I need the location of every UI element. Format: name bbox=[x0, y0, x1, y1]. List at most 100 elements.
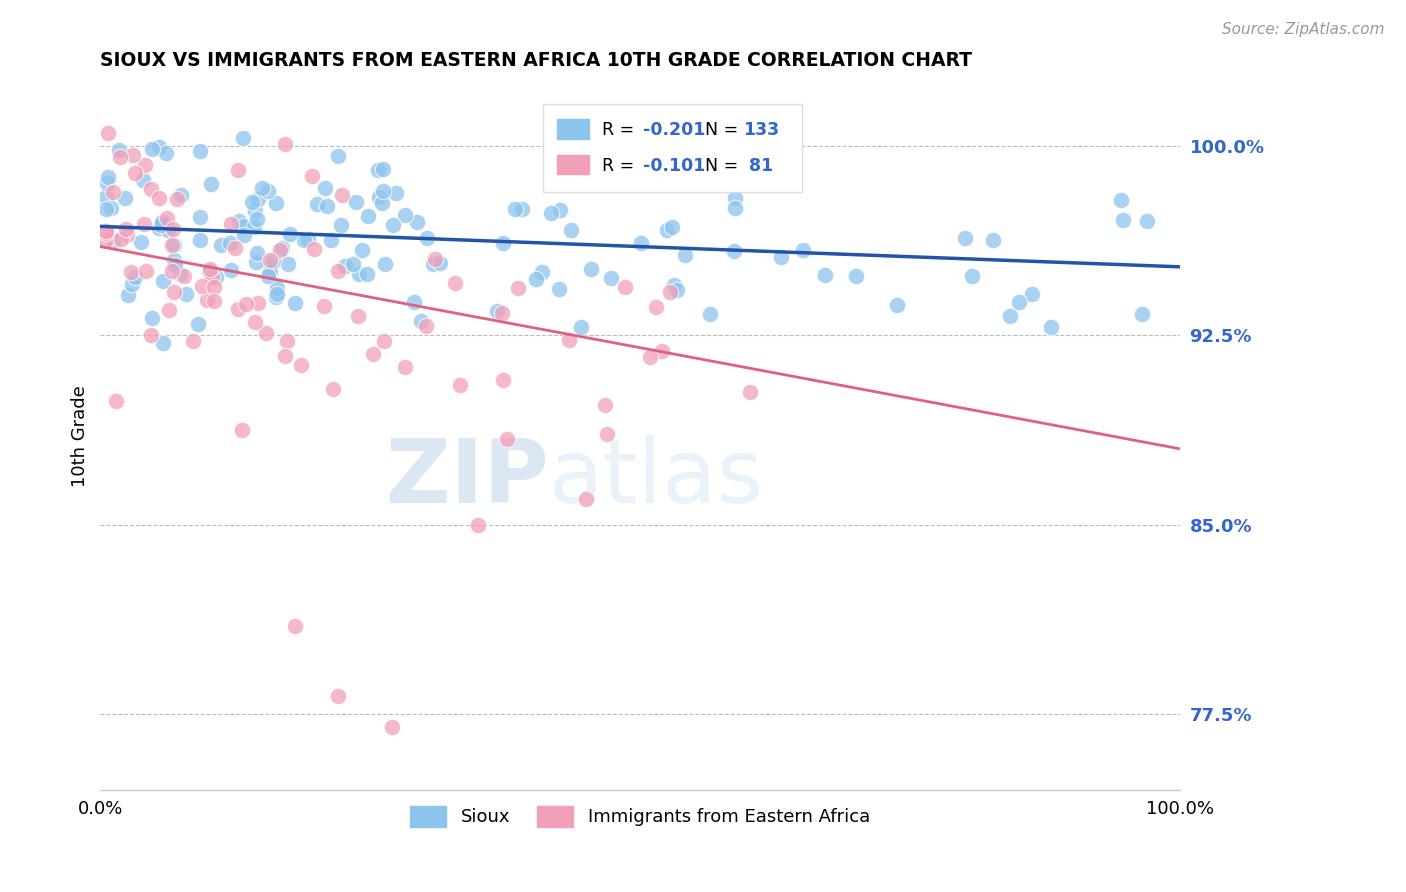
Point bbox=[657, 223, 679, 237]
Point bbox=[232, 130, 254, 145]
Point bbox=[503, 202, 526, 216]
Point bbox=[243, 204, 266, 219]
Point bbox=[328, 149, 350, 163]
Point bbox=[531, 264, 554, 278]
Point bbox=[259, 252, 281, 267]
Point bbox=[1111, 213, 1133, 227]
Point bbox=[132, 217, 155, 231]
Point bbox=[150, 215, 173, 229]
Point bbox=[264, 290, 287, 304]
Point bbox=[301, 169, 323, 183]
Point bbox=[188, 233, 211, 247]
Point bbox=[197, 293, 219, 307]
Point bbox=[94, 233, 117, 247]
Point bbox=[638, 350, 661, 364]
Point bbox=[276, 334, 298, 348]
Point bbox=[429, 256, 451, 270]
Point bbox=[443, 276, 465, 290]
Point bbox=[181, 334, 204, 348]
Point bbox=[246, 211, 269, 226]
Point bbox=[200, 177, 222, 191]
Point bbox=[981, 233, 1004, 247]
Point bbox=[322, 383, 344, 397]
Point bbox=[233, 227, 256, 242]
Text: Source: ZipAtlas.com: Source: ZipAtlas.com bbox=[1222, 22, 1385, 37]
Point bbox=[259, 265, 281, 279]
Point bbox=[160, 238, 183, 252]
Point bbox=[96, 177, 118, 191]
Text: 133: 133 bbox=[742, 121, 779, 139]
Point bbox=[960, 269, 983, 284]
Point bbox=[284, 296, 307, 310]
Point bbox=[394, 359, 416, 374]
Point bbox=[141, 310, 163, 325]
Bar bbox=[557, 120, 589, 139]
Point bbox=[235, 297, 257, 311]
Point bbox=[373, 334, 395, 348]
Point bbox=[540, 206, 562, 220]
Point bbox=[190, 278, 212, 293]
Point bbox=[246, 192, 269, 206]
Point bbox=[548, 282, 571, 296]
Point bbox=[467, 517, 489, 532]
Point bbox=[257, 185, 280, 199]
Point bbox=[512, 202, 534, 217]
Point bbox=[329, 218, 352, 232]
Point bbox=[886, 298, 908, 312]
Point bbox=[315, 199, 337, 213]
Point bbox=[148, 191, 170, 205]
Point bbox=[157, 302, 180, 317]
Point bbox=[402, 294, 425, 309]
Point bbox=[139, 182, 162, 196]
Point bbox=[613, 279, 636, 293]
Point bbox=[110, 232, 132, 246]
Point bbox=[953, 230, 976, 244]
Point bbox=[273, 136, 295, 151]
Point bbox=[124, 166, 146, 180]
Point bbox=[152, 274, 174, 288]
Point bbox=[333, 259, 356, 273]
Point bbox=[228, 214, 250, 228]
Point bbox=[209, 238, 232, 252]
Text: -0.201: -0.201 bbox=[644, 121, 706, 139]
Point bbox=[202, 280, 225, 294]
Point bbox=[492, 235, 515, 250]
Point bbox=[131, 173, 153, 187]
Point bbox=[104, 394, 127, 409]
Point bbox=[1021, 287, 1043, 301]
Point bbox=[302, 243, 325, 257]
Point bbox=[492, 373, 515, 387]
Point bbox=[187, 317, 209, 331]
Point bbox=[326, 264, 349, 278]
Point bbox=[94, 202, 117, 216]
Point bbox=[121, 277, 143, 292]
Point bbox=[371, 184, 394, 198]
Point bbox=[367, 163, 389, 178]
Point bbox=[374, 257, 396, 271]
Point bbox=[148, 140, 170, 154]
Point bbox=[314, 299, 336, 313]
Point bbox=[569, 320, 592, 334]
Text: -0.101: -0.101 bbox=[644, 157, 706, 175]
Point bbox=[1007, 294, 1029, 309]
Point bbox=[94, 224, 117, 238]
Point bbox=[134, 158, 156, 172]
Point bbox=[724, 201, 747, 215]
Point bbox=[224, 241, 246, 255]
Point bbox=[845, 268, 868, 283]
Point bbox=[593, 398, 616, 412]
Bar bbox=[557, 154, 589, 174]
Point bbox=[149, 218, 172, 232]
Point bbox=[381, 720, 404, 734]
Point bbox=[162, 222, 184, 236]
Point bbox=[342, 257, 364, 271]
Point bbox=[198, 262, 221, 277]
Point bbox=[152, 336, 174, 351]
Point bbox=[347, 268, 370, 282]
Point bbox=[314, 181, 336, 195]
Point bbox=[269, 243, 291, 257]
Point bbox=[103, 234, 125, 248]
Point bbox=[205, 269, 228, 284]
Point bbox=[1136, 214, 1159, 228]
Point bbox=[357, 209, 380, 223]
